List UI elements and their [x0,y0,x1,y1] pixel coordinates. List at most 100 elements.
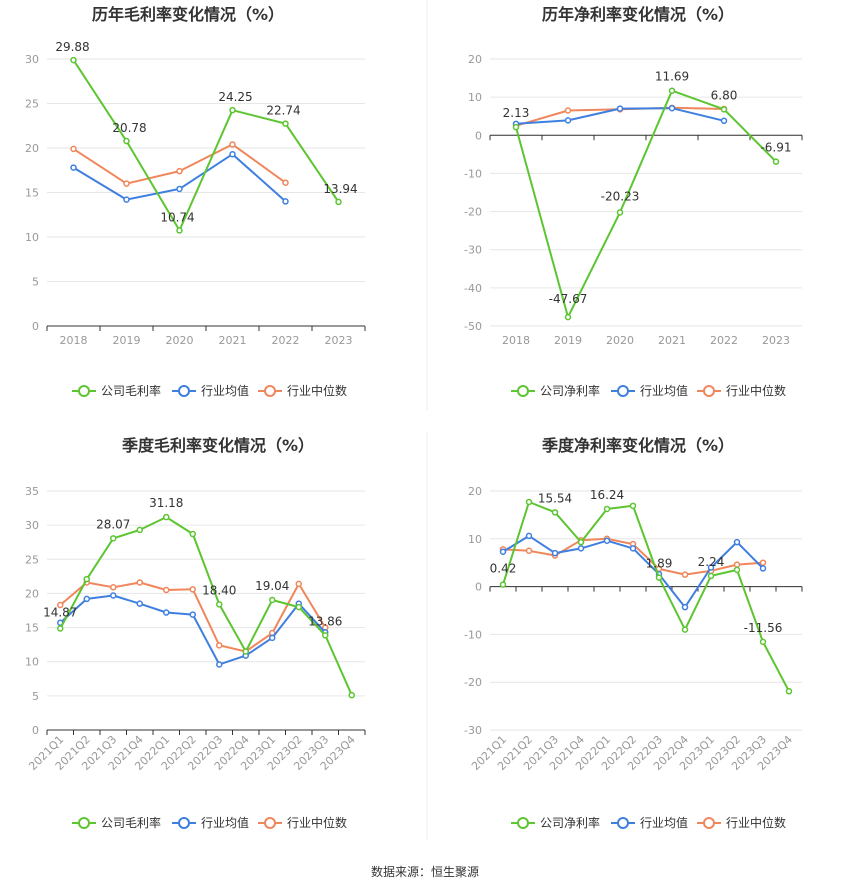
legend-label: 公司毛利率 [101,815,161,830]
legend-swatch-marker [264,385,276,397]
y-tick-label: 0 [32,320,39,333]
y-tick-label: 10 [468,533,482,546]
x-tick-label: 2020 [606,334,634,347]
data-point [216,642,223,649]
data-point [295,580,302,588]
y-tick-label: -50 [464,320,482,333]
data-point [577,538,585,546]
legend-swatch-marker [617,817,629,829]
y-tick-label: -20 [464,206,482,219]
legend-swatch-marker [78,385,90,397]
data-point [759,565,767,572]
data-point [83,575,90,583]
legend-swatch-marker [178,385,190,397]
y-tick-label: -30 [464,244,482,257]
x-tick-label: 2022 [272,334,300,347]
data-point [348,691,355,699]
legend-item[interactable]: 公司净利率 [511,815,600,830]
legend-item[interactable]: 公司净利率 [511,383,600,398]
y-tick-label: 10 [25,231,39,244]
data-label: -6.91 [760,141,791,155]
data-point [733,561,741,568]
data-label: 2.24 [698,555,725,569]
y-tick-label: 20 [25,587,39,600]
data-point [295,603,302,611]
legend-swatch-marker [517,385,529,397]
legend-item[interactable]: 行业均值 [172,383,249,398]
y-tick-label: 0 [475,581,482,594]
data-point [681,626,689,633]
legend-item[interactable]: 行业中位数 [697,815,786,830]
chart-panel: 历年毛利率变化情况（%） 0 5 10 15 20 25 30 2018 2019 2020 2021… [25,5,366,398]
legend-item[interactable]: 公司毛利率 [72,383,161,398]
legend-item[interactable]: 行业中位数 [258,383,347,398]
legend-item[interactable]: 行业均值 [611,815,688,830]
legend-item[interactable]: 行业中位数 [697,383,786,398]
legend-item[interactable]: 行业均值 [611,383,688,398]
data-point [70,164,77,171]
data-point [525,547,533,554]
data-label: 14.87 [43,605,77,619]
data-label: 15.54 [538,491,572,505]
series-line [59,594,327,666]
y-tick-label: 0 [475,129,482,142]
data-point [70,56,77,64]
data-point [176,185,183,193]
data-point [282,198,289,205]
data-label: 20.78 [112,121,146,135]
data-point [525,498,533,506]
data-point [163,609,170,616]
y-tick-label: -10 [464,167,482,180]
data-label: 18.40 [202,583,236,597]
data-point [57,601,64,609]
x-tick-label: 2020 [166,334,194,347]
y-tick-label: 0 [32,724,39,737]
data-point [229,106,236,114]
data-point [499,581,507,588]
data-point [123,137,130,145]
series-line [72,153,287,203]
data-label: 29.88 [55,40,89,54]
data-label: 19.04 [255,579,289,593]
legend-label: 公司净利率 [540,815,600,830]
chart-title: 季度净利率变化情况（%） [541,436,734,455]
legend-label: 行业中位数 [287,383,347,398]
data-point [229,150,236,158]
legend-swatch-marker [264,817,276,829]
data-point [216,661,223,668]
data-point [759,638,767,646]
data-point [720,117,728,125]
chart-panel: 季度毛利率变化情况（%）051015202530352021Q12021Q220… [25,436,366,830]
legend-label: 行业均值 [201,815,249,830]
data-point [229,141,236,148]
data-point [110,584,117,591]
data-point [629,545,637,552]
y-tick-label: -10 [464,628,482,641]
legend-item[interactable]: 行业中位数 [258,815,347,830]
data-point [176,227,183,234]
legend-label: 行业均值 [201,383,249,398]
data-point [772,158,780,165]
data-point [70,145,77,153]
data-label: -11.56 [744,621,783,635]
data-point [616,209,624,216]
y-tick-label: 25 [25,98,39,111]
data-point [136,579,143,586]
data-point [136,600,143,607]
data-point [335,198,342,206]
y-tick-label: 30 [25,53,39,66]
data-point [525,532,533,540]
data-point [616,105,624,112]
legend-item[interactable]: 行业均值 [172,815,249,830]
data-point [57,625,64,632]
data-point [110,592,117,599]
legend-item[interactable]: 公司毛利率 [72,815,161,830]
legend-label: 公司净利率 [540,383,600,398]
data-label: 1.89 [646,557,673,571]
data-label: 0.42 [490,562,517,576]
y-tick-label: 10 [468,91,482,104]
legend-label: 行业中位数 [287,815,347,830]
data-point [163,513,170,521]
data-point [603,505,611,513]
